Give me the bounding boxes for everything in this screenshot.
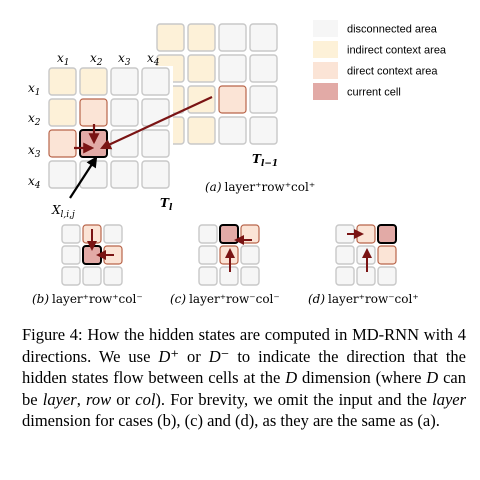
main-cell-2-3 <box>110 98 139 127</box>
c-cell-1-2 <box>219 224 239 244</box>
row-label-1: x1 <box>28 81 41 98</box>
caption-part: can be <box>22 368 466 409</box>
main-cell-2-1 <box>48 98 77 127</box>
back-cell-1-4 <box>249 23 278 52</box>
b-cell-1-3 <box>103 224 123 244</box>
back-cell-4-3 <box>218 116 247 145</box>
back-cell-1-3 <box>218 23 247 52</box>
c-cell-1-3 <box>240 224 260 244</box>
d-cell-2-3 <box>377 245 397 265</box>
legend-label-current: current cell <box>347 87 401 99</box>
back-cell-3-3 <box>218 85 247 114</box>
caption-part: dimension (where <box>297 368 427 387</box>
main-cell-3-1 <box>48 129 77 158</box>
main-cell-4-4 <box>141 160 170 189</box>
legend-swatch-direct <box>313 62 338 79</box>
legend-label-direct: direct context area <box>347 66 438 78</box>
main-cell-3-4 <box>141 129 170 158</box>
legend-swatch-current <box>313 83 338 100</box>
row-labels: x1 x2 x3 x4 <box>28 81 41 191</box>
c-cell-3-1 <box>198 266 218 286</box>
caption-part: dimension for cases (b), (c) and (d), as… <box>22 411 440 430</box>
b-cell-1-1 <box>61 224 81 244</box>
caption-d: D <box>285 368 298 387</box>
subcaption-a: (a) layer⁺row⁺col⁺ <box>205 180 315 194</box>
row-label-2: x2 <box>28 111 41 128</box>
caption-layer: layer <box>42 389 77 409</box>
arrow-from-previous-layer <box>100 96 213 150</box>
previous-layer-grid <box>156 23 278 145</box>
caption-part: to indicate the direction that the hidde… <box>22 346 466 388</box>
caption-part: or <box>179 346 209 366</box>
main-cell-4-1 <box>48 160 77 189</box>
column-labels: x1 x2 x3 x4 <box>57 51 160 68</box>
main-cell-1-4 <box>141 67 170 96</box>
b-cell-3-1 <box>61 266 81 286</box>
legend-label-disconnected: disconnected area <box>347 24 438 36</box>
current-layer-grid <box>45 66 173 194</box>
previous-layer-label: Tl−1 <box>252 152 278 169</box>
grid-c <box>198 224 260 286</box>
main-cell-2-4 <box>141 98 170 127</box>
caption-part: ). For brevity, we omit the input and th… <box>155 389 433 409</box>
d-cell-3-3 <box>377 266 397 286</box>
b-cell-2-1 <box>61 245 81 265</box>
back-cell-1-1 <box>156 23 185 52</box>
caption-part: , <box>76 389 87 409</box>
main-cell-1-1 <box>48 67 77 96</box>
grid-b <box>61 224 123 286</box>
main-cell-2-2 <box>79 98 108 127</box>
legend: disconnected area indirect context area di… <box>313 20 447 100</box>
d-cell-1-3 <box>377 224 397 244</box>
d-cell-2-1 <box>335 245 355 265</box>
row-label-4: x4 <box>28 174 41 191</box>
main-cell-1-2 <box>79 67 108 96</box>
caption-part: Figure 4: How the hidden states are comp… <box>22 325 466 366</box>
pointer-label: Xl,i,j <box>51 203 75 220</box>
back-cell-2-3 <box>218 54 247 83</box>
figure-caption: Figure 4: How the hidden states are comp… <box>22 324 466 432</box>
col-label-3: x3 <box>118 51 131 68</box>
legend-label-indirect: indirect context area <box>347 45 447 57</box>
caption-d: D <box>426 368 439 387</box>
grid-d <box>335 224 397 286</box>
back-cell-2-4 <box>249 54 278 83</box>
b-cell-3-2 <box>82 266 102 286</box>
col-label-4: x4 <box>147 51 160 68</box>
back-cell-4-2 <box>187 116 216 145</box>
caption-layer: layer <box>432 389 467 409</box>
main-grid-arrows <box>69 96 213 199</box>
back-cell-4-4 <box>249 116 278 145</box>
legend-swatch-indirect <box>313 41 338 58</box>
caption-dplus: D⁺ <box>158 346 180 366</box>
d-cell-3-1 <box>335 266 355 286</box>
caption-dminus: D⁻ <box>208 346 230 366</box>
caption-row: row <box>86 389 112 409</box>
caption-col: col <box>135 389 156 409</box>
row-label-3: x3 <box>28 143 41 160</box>
subcaption-c: (c) layer⁺row⁻col⁻ <box>170 292 280 306</box>
main-cell-1-3 <box>110 67 139 96</box>
back-cell-2-2 <box>187 54 216 83</box>
c-cell-2-3 <box>240 245 260 265</box>
c-cell-1-1 <box>198 224 218 244</box>
back-cell-3-2 <box>187 85 216 114</box>
back-cell-3-4 <box>249 85 278 114</box>
col-label-2: x2 <box>90 51 103 68</box>
layer-label: Tl <box>160 196 173 213</box>
pointer-arrow <box>69 156 98 199</box>
legend-swatch-disconnected <box>313 20 338 37</box>
subcaption-b: (b) layer⁺row⁺col⁻ <box>32 292 143 306</box>
subcaption-d: (d) layer⁺row⁻col⁺ <box>308 292 419 306</box>
caption-part: or <box>111 389 136 409</box>
b-cell-3-3 <box>103 266 123 286</box>
figure-4-diagram: x1 x2 x3 x4 x1 x2 x3 x4 Tl Tl−1 Xl,i,j (… <box>28 20 447 306</box>
c-cell-3-3 <box>240 266 260 286</box>
main-cell-4-3 <box>110 160 139 189</box>
c-cell-2-1 <box>198 245 218 265</box>
back-cell-1-2 <box>187 23 216 52</box>
col-label-1: x1 <box>57 51 70 68</box>
